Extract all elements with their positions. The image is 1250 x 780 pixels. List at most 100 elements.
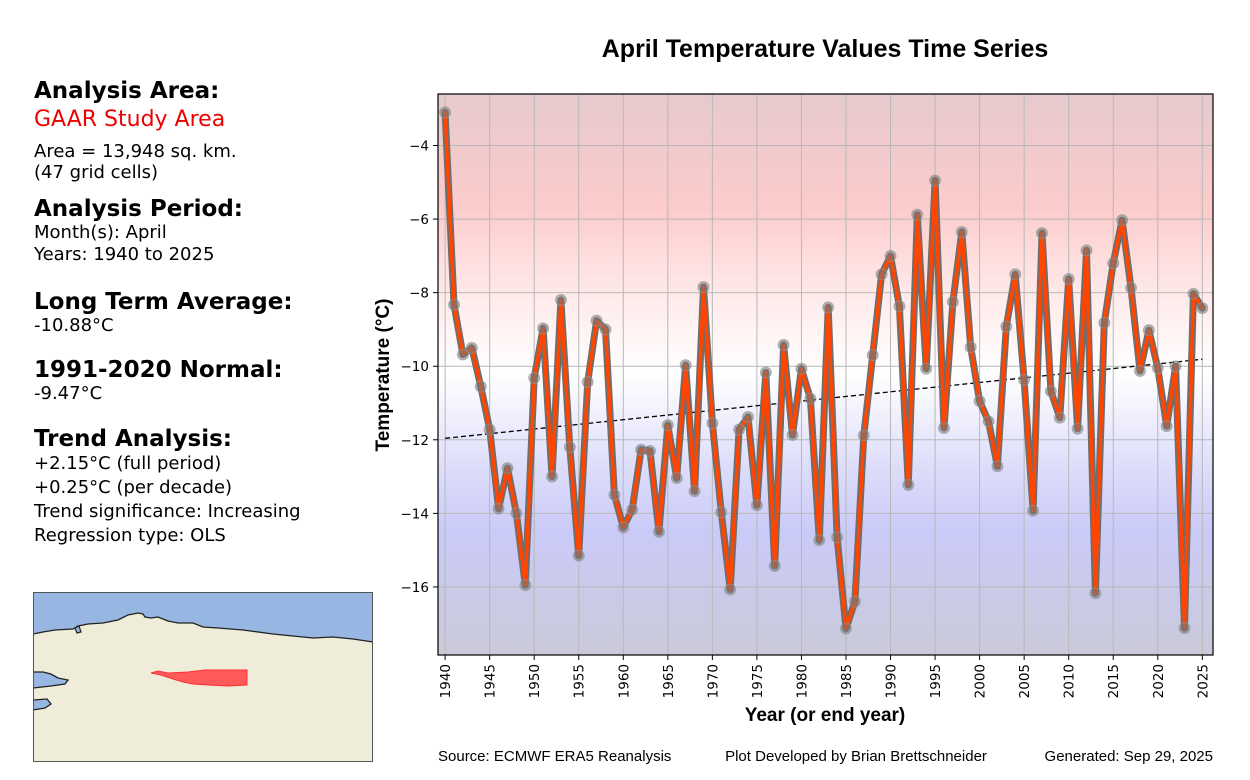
data-point bbox=[456, 348, 469, 361]
x-tick-label: 2000 bbox=[973, 664, 989, 698]
trend-full: +2.15°C (full period) bbox=[34, 453, 222, 474]
data-point bbox=[554, 294, 567, 307]
data-point bbox=[1009, 268, 1022, 281]
data-point bbox=[492, 502, 505, 515]
data-point bbox=[608, 488, 621, 501]
normal-value: -9.47°C bbox=[34, 383, 103, 404]
data-point bbox=[1089, 587, 1102, 600]
data-point bbox=[1125, 281, 1138, 294]
data-point bbox=[1098, 316, 1111, 329]
data-point bbox=[537, 322, 550, 335]
data-point bbox=[1044, 385, 1057, 398]
data-point bbox=[742, 410, 754, 423]
data-point bbox=[1169, 360, 1182, 373]
data-point bbox=[822, 301, 835, 314]
chart-title: April Temperature Values Time Series bbox=[602, 35, 1049, 63]
data-point bbox=[510, 507, 523, 520]
data-point bbox=[483, 423, 496, 436]
data-point bbox=[813, 534, 826, 547]
data-point bbox=[670, 472, 683, 485]
data-point bbox=[1133, 365, 1146, 378]
data-point bbox=[1071, 422, 1084, 435]
x-axis-label: Year (or end year) bbox=[745, 705, 906, 726]
data-point bbox=[581, 376, 594, 389]
x-tick-label: 1990 bbox=[884, 664, 900, 698]
data-point bbox=[546, 470, 559, 483]
map-island bbox=[74, 625, 82, 634]
data-point bbox=[572, 549, 585, 562]
analysis-area-heading: Analysis Area: bbox=[34, 78, 220, 104]
credit-note: Plot Developed by Brian Brettschneider bbox=[725, 748, 987, 765]
data-point bbox=[661, 419, 674, 432]
data-point bbox=[964, 341, 977, 354]
x-tick-label: 1955 bbox=[572, 664, 588, 698]
data-point bbox=[875, 268, 888, 281]
data-point bbox=[617, 521, 630, 534]
analysis-period-heading: Analysis Period: bbox=[34, 196, 243, 222]
trend-significance: Trend significance: Increasing bbox=[34, 501, 301, 522]
y-tick-label: −4 bbox=[409, 139, 429, 155]
data-point bbox=[1116, 214, 1129, 227]
data-point bbox=[1035, 227, 1048, 240]
data-point bbox=[652, 525, 665, 538]
data-point bbox=[946, 295, 959, 308]
data-point bbox=[599, 323, 612, 336]
data-point bbox=[715, 506, 728, 519]
y-axis: −16 −14 −12 −10 −8 −6 −4 bbox=[401, 139, 438, 596]
data-point bbox=[1196, 302, 1209, 315]
data-point bbox=[902, 479, 915, 492]
data-point bbox=[448, 298, 461, 311]
map-frame bbox=[33, 592, 373, 762]
data-point bbox=[733, 423, 746, 436]
data-point bbox=[911, 208, 924, 221]
data-point bbox=[679, 359, 692, 372]
data-point bbox=[955, 225, 968, 238]
y-tick-label: −12 bbox=[401, 433, 430, 449]
study-area-map bbox=[33, 592, 373, 762]
x-tick-label: 2015 bbox=[1106, 664, 1122, 698]
y-axis-label: Temperature (°C) bbox=[373, 299, 394, 452]
data-point bbox=[465, 341, 478, 354]
data-point bbox=[982, 415, 995, 428]
grid-cells: (47 grid cells) bbox=[34, 162, 158, 183]
data-point bbox=[1160, 420, 1173, 433]
y-tick-label: −8 bbox=[409, 286, 429, 302]
data-point bbox=[937, 422, 950, 435]
generated-note: Generated: Sep 29, 2025 bbox=[1045, 748, 1213, 765]
x-axis: 1940 1945 1950 1955 1960 1965 1970 1975 1980 1985… bbox=[438, 655, 1211, 698]
data-point bbox=[563, 441, 576, 454]
data-point bbox=[777, 338, 790, 351]
months: Month(s): April bbox=[34, 222, 167, 243]
plot-frame bbox=[437, 93, 1214, 656]
area-size: Area = 13,948 sq. km. bbox=[34, 141, 237, 162]
data-point bbox=[750, 499, 763, 512]
trend-decade: +0.25°C (per decade) bbox=[34, 477, 233, 498]
x-tick-label: 1945 bbox=[483, 664, 499, 698]
map-land bbox=[33, 612, 373, 762]
data-point bbox=[439, 106, 452, 119]
data-point bbox=[831, 531, 844, 544]
data-point bbox=[884, 249, 897, 262]
data-point bbox=[1107, 257, 1120, 270]
data-point bbox=[866, 349, 879, 362]
data-point bbox=[528, 371, 541, 384]
data-point bbox=[474, 380, 487, 393]
data-point bbox=[973, 395, 986, 408]
data-point bbox=[1018, 373, 1031, 386]
x-tick-label: 2010 bbox=[1062, 664, 1078, 698]
x-tick-label: 2005 bbox=[1017, 664, 1033, 698]
data-point bbox=[857, 429, 870, 442]
data-point bbox=[706, 417, 719, 430]
data-point bbox=[768, 559, 781, 572]
x-tick-label: 1985 bbox=[839, 664, 855, 698]
normal-heading: 1991-2020 Normal: bbox=[34, 357, 283, 383]
data-point bbox=[1000, 320, 1013, 333]
x-tick-label: 1995 bbox=[928, 664, 944, 698]
data-point bbox=[519, 579, 532, 592]
data-points bbox=[439, 106, 1209, 635]
x-tick-label: 1965 bbox=[661, 664, 677, 698]
data-point bbox=[804, 392, 817, 405]
data-point bbox=[688, 485, 701, 498]
y-tick-label: −10 bbox=[401, 359, 430, 375]
